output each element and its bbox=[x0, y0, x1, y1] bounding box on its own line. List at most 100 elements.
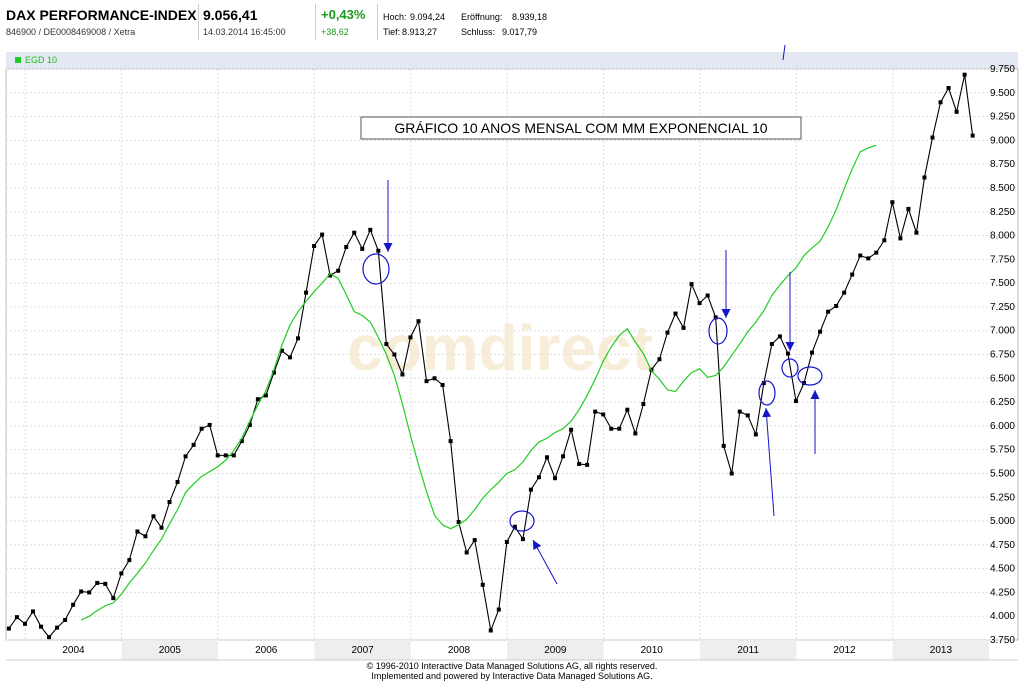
price-point bbox=[95, 580, 100, 585]
price-point bbox=[705, 293, 710, 298]
annotation-circle bbox=[781, 358, 799, 378]
price-point bbox=[713, 315, 718, 320]
price-point bbox=[47, 635, 52, 640]
high-value: 9.094,24 bbox=[410, 12, 446, 22]
price-point bbox=[922, 175, 927, 180]
index-name: DAX PERFORMANCE-INDEX bbox=[6, 7, 197, 23]
price-point bbox=[352, 230, 357, 235]
last-price: 9.056,41 bbox=[203, 7, 258, 23]
price-point bbox=[103, 581, 108, 586]
y-tick-label: 7.750 bbox=[990, 254, 1015, 265]
price-point bbox=[30, 609, 35, 614]
x-tick-label: 2007 bbox=[351, 645, 374, 656]
price-point bbox=[304, 290, 309, 295]
change-percent: +0,43% bbox=[321, 7, 366, 22]
year-band bbox=[314, 640, 411, 660]
year-band bbox=[121, 640, 219, 660]
price-point bbox=[456, 519, 461, 524]
price-point bbox=[231, 453, 236, 458]
price-point bbox=[416, 319, 421, 324]
footer-powered: Implemented and powered by Interactive D… bbox=[371, 671, 653, 681]
x-tick-label: 2005 bbox=[159, 645, 182, 656]
watermark: comdirect bbox=[347, 312, 653, 384]
legend-label: EGD 10 bbox=[25, 55, 58, 65]
y-tick-label: 8.750 bbox=[990, 159, 1015, 170]
price-point bbox=[617, 426, 622, 431]
open-label: Eröffnung: bbox=[461, 12, 503, 22]
legend-bar: EGD 10 bbox=[6, 52, 1018, 69]
price-point bbox=[785, 351, 790, 356]
price-point bbox=[561, 454, 566, 459]
price-point bbox=[689, 282, 694, 287]
price-point bbox=[215, 453, 220, 458]
price-point bbox=[223, 453, 228, 458]
price-point bbox=[970, 133, 975, 138]
y-tick-label: 5.500 bbox=[990, 468, 1015, 479]
price-point bbox=[520, 537, 525, 542]
price-point bbox=[512, 524, 517, 529]
arrow-head bbox=[533, 540, 542, 551]
y-tick-label: 5.750 bbox=[990, 445, 1015, 456]
price-point bbox=[826, 309, 831, 314]
x-tick-label: 2008 bbox=[448, 645, 471, 656]
price-point bbox=[657, 357, 662, 362]
price-point bbox=[769, 342, 774, 347]
price-point bbox=[440, 382, 445, 387]
price-point bbox=[424, 379, 429, 384]
close-label: Schluss: bbox=[461, 27, 496, 37]
price-point bbox=[336, 268, 341, 273]
chart-axes: 3.750 4.000 4.250 4.500 4.750 5.000 5.250 5.500… bbox=[62, 64, 1015, 656]
price-point bbox=[143, 534, 148, 539]
chart-grid bbox=[5, 68, 1019, 661]
y-tick-label: 7.250 bbox=[990, 302, 1015, 313]
price-point bbox=[874, 250, 879, 255]
open-value: 8.939,18 bbox=[512, 12, 548, 22]
arrow-head bbox=[383, 243, 393, 252]
quote-datetime: 14.03.2014 16:45:00 bbox=[203, 27, 286, 37]
price-point bbox=[914, 230, 919, 235]
y-tick-label: 6.000 bbox=[990, 421, 1015, 432]
price-point bbox=[882, 238, 887, 243]
y-tick-label: 4.500 bbox=[990, 564, 1015, 575]
price-point bbox=[810, 350, 815, 355]
annotation-frame bbox=[360, 116, 802, 140]
header-divider bbox=[315, 4, 316, 40]
price-point bbox=[496, 607, 501, 612]
price-point bbox=[14, 615, 19, 620]
annotation-circle bbox=[708, 317, 728, 345]
ema-line bbox=[80, 144, 877, 621]
price-point bbox=[119, 571, 124, 576]
x-tick-label: 2011 bbox=[737, 645, 759, 656]
price-point bbox=[71, 602, 76, 607]
price-point bbox=[793, 399, 798, 404]
price-point bbox=[392, 352, 397, 357]
price-point bbox=[553, 476, 558, 481]
price-point bbox=[609, 426, 614, 431]
low-label: Tief: bbox=[383, 27, 401, 37]
price-point bbox=[328, 273, 333, 278]
price-point bbox=[480, 582, 485, 587]
annotation-stroke bbox=[782, 44, 786, 61]
change-absolute: +38,62 bbox=[321, 27, 349, 37]
price-point bbox=[633, 431, 638, 436]
price-point bbox=[802, 381, 807, 386]
legend-swatch bbox=[15, 57, 21, 63]
x-tick-label: 2013 bbox=[930, 645, 953, 656]
price-point bbox=[488, 628, 493, 633]
arrow-head bbox=[762, 408, 772, 418]
price-point bbox=[930, 135, 935, 140]
header-divider bbox=[198, 4, 199, 40]
arrow-head bbox=[721, 309, 731, 318]
price-point bbox=[569, 427, 574, 432]
low-value: 8.913,27 bbox=[402, 27, 438, 37]
price-point bbox=[87, 590, 92, 595]
price-point bbox=[175, 480, 180, 485]
price-point bbox=[585, 462, 590, 467]
y-tick-label: 8.500 bbox=[990, 183, 1015, 194]
price-point bbox=[287, 355, 292, 360]
price-point bbox=[360, 246, 365, 251]
price-point bbox=[673, 311, 678, 316]
year-band bbox=[892, 640, 990, 660]
price-point bbox=[111, 596, 116, 601]
